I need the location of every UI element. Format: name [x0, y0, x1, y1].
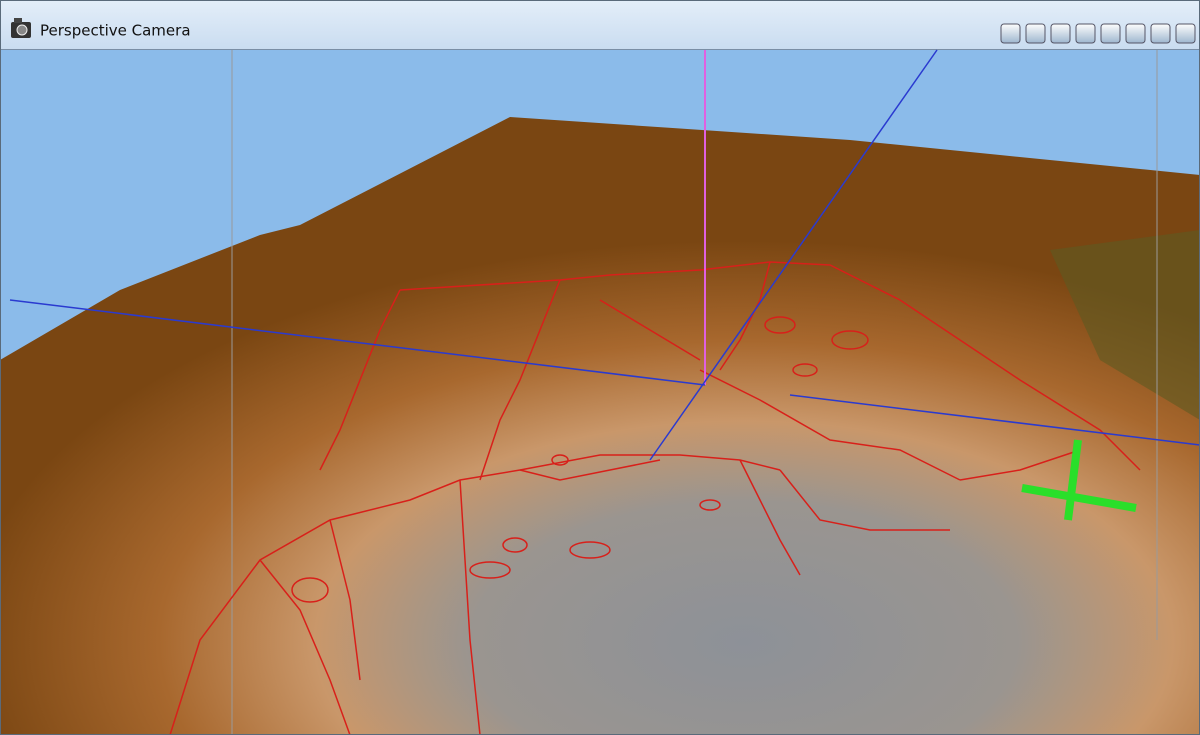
parcel-outlines: [169, 261, 1141, 735]
tool-button[interactable]: [1000, 23, 1021, 44]
axis-x: [789, 394, 1200, 446]
pivot-cross: [1021, 439, 1137, 521]
tool-button[interactable]: [1150, 23, 1171, 44]
tool-button[interactable]: [1100, 23, 1121, 44]
tool-button[interactable]: [1175, 23, 1196, 44]
tool-button[interactable]: [1075, 23, 1096, 44]
tool-button[interactable]: [1050, 23, 1071, 44]
title-bar: [0, 0, 1200, 50]
tool-button[interactable]: [1125, 23, 1146, 44]
axis-x: [9, 299, 706, 386]
window-title: Perspective Camera: [40, 22, 191, 40]
axis-y: [649, 49, 938, 461]
toolbar: [1000, 23, 1196, 44]
terrain-green: [1050, 230, 1200, 420]
tool-button[interactable]: [1025, 23, 1046, 44]
camera-icon: [11, 18, 31, 38]
